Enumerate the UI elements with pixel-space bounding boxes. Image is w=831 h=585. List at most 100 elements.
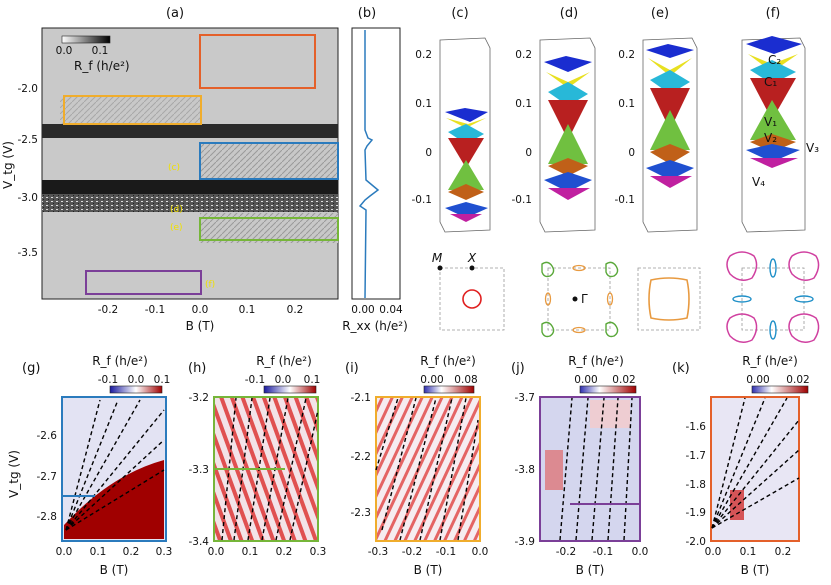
band-c-brown: [448, 184, 484, 200]
band-panel-e: 0.2 0.1 0 -0.1: [615, 37, 698, 233]
band-e-green: [650, 110, 690, 150]
panel-i-xtick-1: -0.2: [402, 546, 423, 558]
panel-j: (j) R_f (h/e²) 0.00 0.02 -3.7 -3.8 -3.9 …: [511, 354, 648, 577]
band-f-blue-top: [746, 36, 802, 54]
panel-a-box-yellow: [63, 95, 202, 125]
panel-label-e: (e): [651, 6, 669, 21]
panel-k-ytick-0: -1.6: [686, 421, 707, 433]
band-f-red: [750, 78, 796, 120]
bz-d-green-pocket-2: [605, 261, 619, 278]
band-panel-f: C₂ C₁ V₁ V₂ V₃ V₄: [741, 36, 819, 233]
bz-c-m-label: M: [432, 251, 443, 265]
panel-g-ytick-1: -2.7: [37, 471, 58, 483]
band-c-blue-bot: [445, 202, 488, 218]
panel-a-colorbar: [61, 35, 111, 44]
panel-g-cbar-tick-0: -0.1: [98, 374, 119, 386]
panel-a-xtick-3: 0.1: [239, 304, 256, 316]
panel-k-plot: [710, 396, 800, 542]
band-c-magenta: [450, 214, 482, 222]
panel-k-xtick-0: 0.0: [705, 546, 722, 558]
bz-cut-e: [637, 267, 701, 331]
panel-a: 0.0 0.1 R_f (h/e²) (c) (d) (e) (f) -2.0 …: [1, 27, 339, 333]
panel-k-xtick-1: 0.1: [740, 546, 757, 558]
bz-f-magenta-pocket-2: [788, 251, 820, 281]
bz-d-orange-pocket-1: [572, 264, 586, 272]
panel-b-frame: [351, 27, 401, 300]
panel-i-cbar-label: R_f (h/e²): [420, 354, 476, 368]
band-c-blue-top: [445, 108, 488, 122]
band-f-magenta: [750, 158, 798, 168]
panel-i-xtick-3: 0.0: [472, 546, 489, 558]
panel-j-cbar-label: R_f (h/e²): [568, 354, 624, 368]
bz-f-frame: [741, 267, 805, 331]
panel-a-marker-f: (f): [205, 280, 215, 290]
bz-f-blue-pocket-3: [732, 295, 752, 303]
panel-label-i: (i): [345, 361, 359, 376]
band-e-blue-top: [646, 44, 694, 58]
band-f-label-v3: V₃: [806, 141, 819, 155]
band-f-brown: [750, 134, 796, 152]
panel-a-marker-c: (c): [168, 163, 180, 173]
panel-i: (i) R_f (h/e²) 0.00 0.08 -2.1 -2.2 -2.3 …: [345, 354, 488, 577]
band-d-blue-top: [544, 56, 592, 72]
band-e-blue-bot: [646, 160, 694, 180]
panel-g-xtick-1: 0.1: [90, 546, 107, 558]
panel-label-d: (d): [560, 6, 578, 21]
band-e-brown: [650, 144, 690, 164]
panel-k-ytick-4: -2.0: [686, 536, 707, 548]
panel-g-ytick-0: -2.6: [37, 430, 58, 442]
panel-h-ytick-1: -3.3: [189, 464, 210, 476]
bz-cut-f: [726, 251, 820, 343]
bz-d-green-pocket-3: [541, 321, 555, 338]
panel-i-cbar-tick-1: 0.08: [454, 374, 477, 386]
band-d-green: [548, 124, 588, 164]
panel-k-cbar-label: R_f (h/e²): [742, 354, 798, 368]
bz-f-blue-pocket-4: [794, 295, 814, 303]
panel-j-colorbar: [579, 385, 637, 394]
panel-label-c: (c): [451, 6, 468, 21]
panel-a-ytick-2: -3.0: [18, 192, 39, 204]
panel-h: (h) R_f (h/e²) -0.1 0.0 0.1 -3.2 -3.3 -3…: [188, 354, 326, 558]
bz-c-frame: [439, 267, 505, 331]
band-c-red: [448, 138, 484, 168]
panel-a-marker-d: (d): [170, 205, 183, 215]
bz-d-orange-pocket-3: [544, 292, 552, 306]
panel-label-f: (f): [766, 6, 781, 21]
panel-h-colorbar: [263, 385, 317, 394]
panel-h-xtick-0: 0.0: [208, 546, 225, 558]
panel-g-ytick-2: -2.8: [37, 511, 58, 523]
band-d-ytick-0: 0.2: [515, 49, 532, 61]
band-f-green: [750, 100, 796, 140]
panel-g-cbar-label: R_f (h/e²): [92, 354, 148, 368]
panel-g-cbar-tick-1: 0.0: [128, 374, 145, 386]
panel-h-ytick-2: -3.4: [189, 536, 210, 548]
panel-a-box-orange: [199, 34, 316, 89]
band-e-box: [642, 37, 698, 233]
panel-b-xtick-0: 0.00: [351, 304, 374, 316]
band-e-ytick-3: -0.1: [615, 194, 636, 206]
band-d-blue-bot: [544, 172, 592, 192]
panel-g-xlabel: B (T): [100, 563, 129, 577]
band-f-label-v2: V₂: [764, 131, 777, 145]
band-d-brown: [548, 158, 588, 176]
panel-j-ytick-1: -3.8: [515, 464, 536, 476]
bz-d-frame: [547, 267, 611, 331]
bz-f-magenta-pocket-1: [726, 251, 758, 281]
band-d-ytick-1: 0.1: [515, 98, 532, 110]
bz-d-orange-pocket-4: [606, 292, 614, 306]
band-panel-d: 0.2 0.1 0 -0.1: [512, 37, 596, 233]
panel-a-ytick-0: -2.0: [18, 83, 39, 95]
bz-d-green-pocket-1: [541, 261, 555, 278]
panel-label-j: (j): [511, 361, 525, 376]
panel-j-red-patch-2: [590, 400, 630, 428]
panel-k-ytick-3: -1.9: [686, 507, 707, 519]
panel-j-dashed-lines: [559, 397, 633, 541]
bz-f-blue-pocket-1: [769, 258, 777, 278]
panel-k-red-patch: [730, 490, 744, 520]
panel-i-ytick-0: -2.1: [351, 392, 372, 404]
panel-g-xtick-3: 0.3: [156, 546, 173, 558]
band-f-label-v1: V₁: [764, 115, 777, 129]
panel-i-dashed-lines: [375, 397, 479, 541]
panel-b-rxx-trace: [358, 30, 380, 299]
panel-h-ytick-0: -3.2: [189, 392, 210, 404]
